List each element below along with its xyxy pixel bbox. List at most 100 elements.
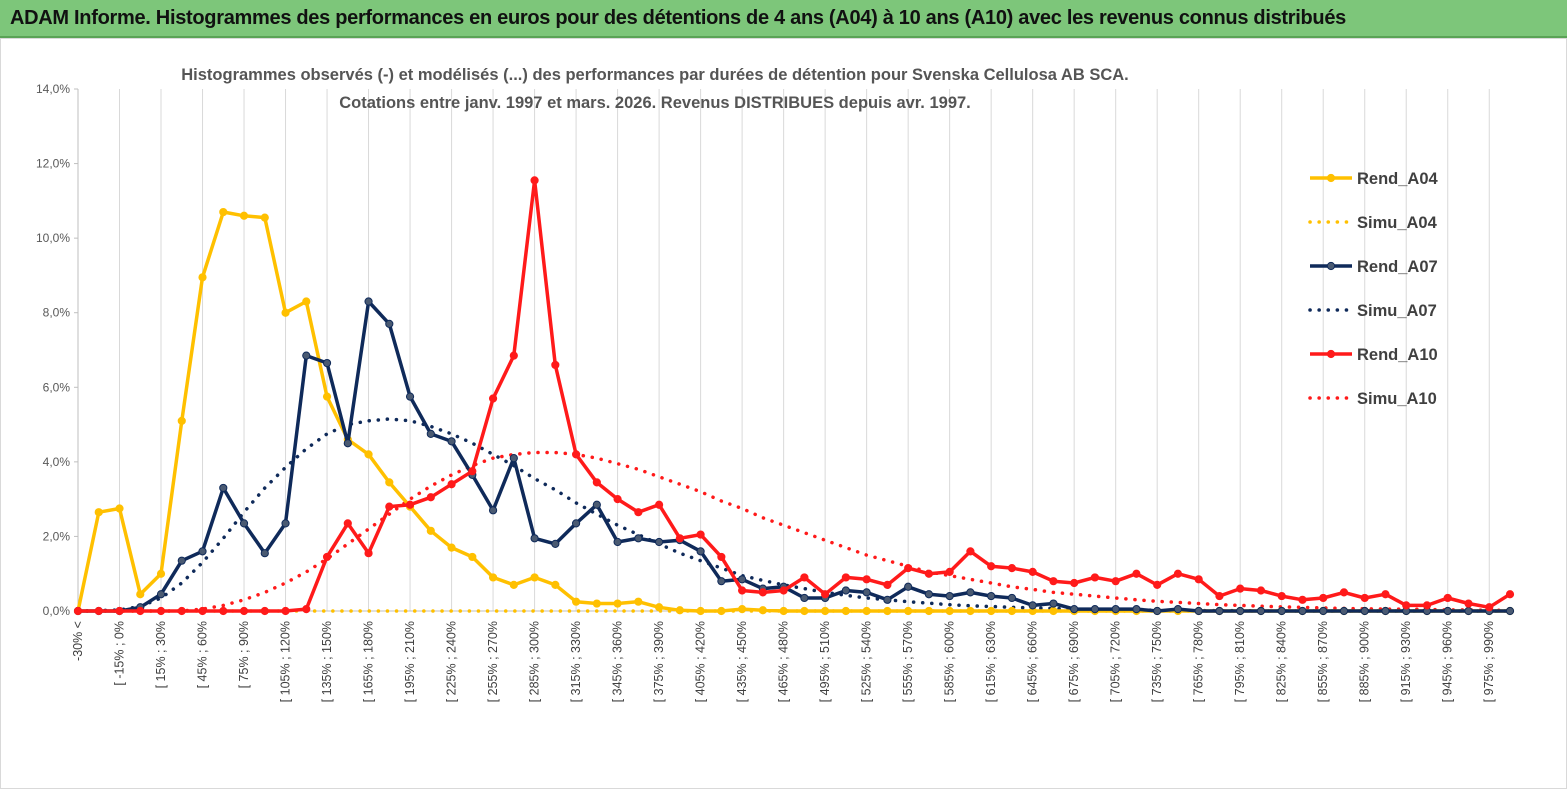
rend-a10-point: [198, 606, 207, 616]
rend-a07-point: [1381, 606, 1390, 616]
rend-a04-point: [488, 573, 498, 582]
rend-a04-point: [924, 606, 933, 616]
rend-a10-point: [1277, 591, 1286, 601]
rend-a04-point: [945, 606, 954, 616]
rend-a10-point: [426, 493, 435, 502]
rend-a04-legend-marker: [1326, 173, 1336, 183]
rend-a04-point: [1007, 606, 1017, 616]
rend-a10-point: [1422, 601, 1432, 610]
y-tick-label: 0,0%: [43, 604, 71, 618]
rend-a10-point: [738, 586, 747, 595]
x-tick-label: [ 105% ; 120%: [279, 621, 293, 702]
rend-a07-point: [1236, 606, 1245, 616]
rend-a07-point: [1464, 606, 1473, 616]
rend-a04-point: [675, 606, 684, 615]
x-tick-label: [ 495% ; 510%: [818, 621, 832, 702]
rend-a10-point: [343, 519, 352, 528]
x-tick-label: [ 795% ; 810%: [1233, 621, 1247, 702]
rend-a10-point: [924, 569, 933, 578]
rend-a10-point: [219, 606, 228, 616]
rend-a10-point: [904, 564, 913, 573]
rend-a07-point: [198, 547, 207, 556]
rend-a10-point: [1070, 578, 1079, 588]
rend-a10-point: [509, 351, 518, 360]
x-tick-label: [ 15% ; 30%: [154, 621, 168, 688]
rend-a04-point: [904, 606, 913, 616]
rend-a07-point: [1194, 606, 1203, 616]
rend-a04-point: [177, 416, 186, 425]
rend-a04-point: [302, 297, 311, 306]
chart-title-line-2: Cotations entre janv. 1997 et mars. 2026…: [339, 94, 971, 112]
rend-a04-point: [738, 605, 747, 614]
rend-a10-point: [655, 500, 664, 509]
x-tick-label: [ 885% ; 900%: [1358, 621, 1372, 702]
rend-a07-point: [966, 588, 975, 597]
rend-a04-point: [758, 606, 767, 615]
rend-a07-point: [1443, 606, 1452, 616]
rend-a07-point: [405, 392, 415, 401]
rend-a07-point: [1132, 605, 1141, 614]
x-tick-label: [ 855% ; 870%: [1316, 621, 1330, 702]
rend-a07-point: [800, 593, 809, 603]
rend-a10-point: [385, 502, 394, 511]
y-tick-label: 6,0%: [43, 380, 71, 394]
x-tick-label: [ 825% ; 840%: [1275, 621, 1289, 702]
rend-a07-point: [260, 549, 269, 558]
x-tick-label: [ 165% ; 180%: [362, 621, 376, 702]
x-tick-label: [ 615% ; 630%: [984, 621, 998, 702]
rend-a07-point: [655, 537, 664, 547]
rend-a04-point: [987, 606, 996, 616]
rend-a07-point: [1028, 601, 1037, 610]
x-tick-label: [ 525% ; 540%: [860, 621, 874, 702]
rend-a07-legend-marker: [1326, 261, 1336, 271]
rend-a04-point: [115, 504, 124, 513]
rend-a10-legend-marker: [1326, 349, 1336, 359]
rend-a07-point: [1505, 606, 1515, 616]
x-tick-label: [ 975% ; 990%: [1482, 621, 1496, 702]
rend-a04-point: [779, 606, 788, 616]
rend-a07-point: [1070, 605, 1079, 614]
simu-a07-legend-label: Simu_A07: [1357, 302, 1437, 320]
rend-a10-point: [530, 176, 539, 185]
rend-a07-point: [1049, 599, 1058, 608]
rend-a10-point: [115, 606, 124, 616]
rend-a07-point: [1215, 606, 1224, 616]
rend-a07-point: [530, 534, 539, 543]
rend-a10-point: [1505, 590, 1515, 599]
rend-a07-point: [945, 591, 954, 601]
rend-a04-point: [509, 580, 518, 590]
rend-a04-legend-label: Rend_A04: [1357, 170, 1439, 188]
rend-a10-point: [73, 606, 83, 616]
rend-a10-point: [800, 573, 809, 582]
rend-a10-point: [468, 467, 477, 476]
chart-title-line-1: Histogrammes observés (-) et modélisés (…: [181, 66, 1129, 84]
rend-a10-point: [1111, 577, 1120, 586]
rend-a07-point: [987, 591, 996, 601]
rend-a10-point: [1319, 593, 1328, 603]
rend-a07-point: [1153, 606, 1162, 616]
rend-a10-point: [1443, 593, 1452, 603]
rend-a07-point: [696, 547, 705, 556]
rend-a10-point: [1485, 603, 1494, 612]
x-tick-label: [ 225% ; 240%: [445, 621, 459, 702]
x-tick-label: [ 315% ; 330%: [569, 621, 583, 702]
rend-a10-point: [302, 605, 311, 614]
rend-a04-point: [281, 308, 290, 317]
x-tick-label: [ 765% ; 780%: [1192, 621, 1206, 702]
rend-a10-point: [987, 562, 996, 571]
rend-a07-point: [904, 582, 913, 591]
rend-a07-point: [322, 358, 332, 368]
rend-a10-point: [966, 547, 975, 556]
y-tick-label: 4,0%: [43, 455, 71, 469]
x-tick-label: [ 465% ; 480%: [777, 621, 791, 702]
rend-a10-point: [1381, 590, 1390, 599]
rend-a10-point: [364, 549, 373, 558]
rend-a04-point: [696, 606, 705, 616]
x-tick-label: [ 555% ; 570%: [901, 621, 915, 702]
y-tick-label: 8,0%: [43, 306, 71, 320]
rend-a07-point: [385, 319, 394, 328]
rend-a10-point: [1339, 588, 1349, 597]
rend-a07-point: [488, 506, 498, 515]
rend-a04-point: [468, 552, 477, 562]
